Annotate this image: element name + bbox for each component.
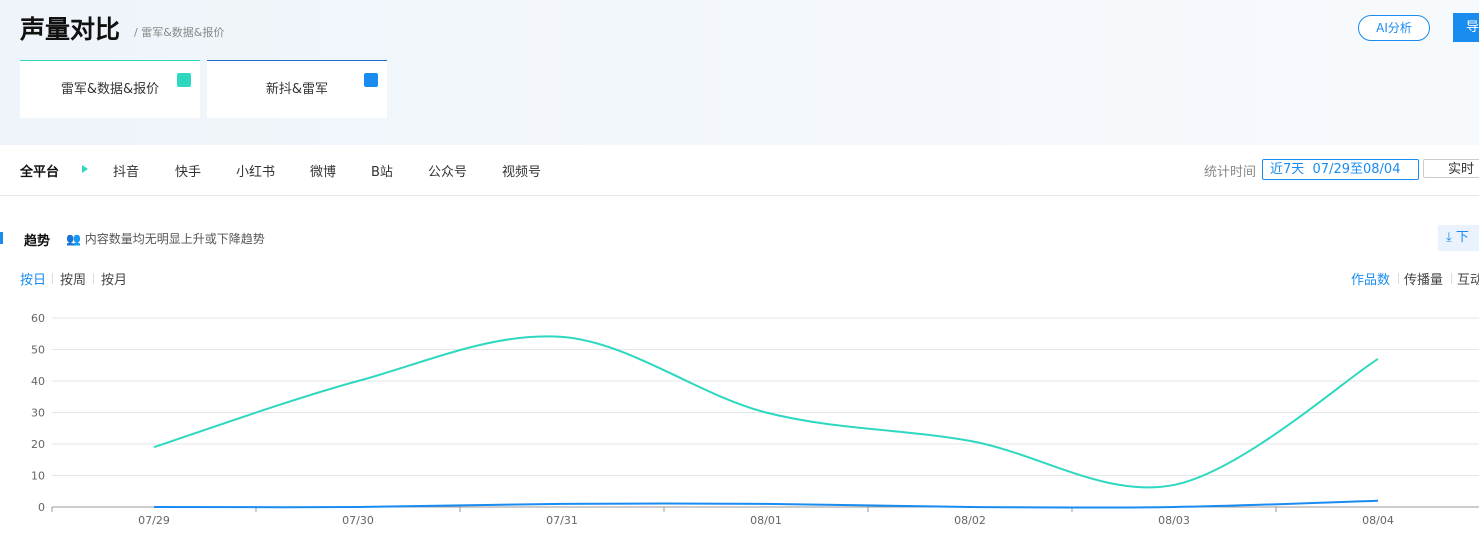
ai-button[interactable]: AI分析 bbox=[1358, 15, 1430, 41]
metric-tab[interactable]: 传播量 bbox=[1404, 273, 1444, 288]
checkbox[interactable] bbox=[177, 73, 191, 87]
separator bbox=[52, 273, 53, 284]
x-tick-label: 07/31 bbox=[546, 514, 578, 527]
platform-tab[interactable]: 公众号 bbox=[428, 165, 468, 180]
x-tick-label: 07/30 bbox=[342, 514, 374, 527]
section-title: 趋势 bbox=[24, 234, 51, 249]
x-tick-label: 08/03 bbox=[1158, 514, 1190, 527]
platform-tab[interactable]: 全平台 bbox=[20, 165, 60, 180]
compare-card[interactable]: 新抖&雷军 bbox=[207, 60, 387, 118]
y-tick-label: 50 bbox=[31, 344, 45, 357]
compare-card[interactable]: 雷军&数据&报价 bbox=[20, 60, 200, 118]
checkbox[interactable] bbox=[364, 73, 378, 87]
platform-tab[interactable]: 小红书 bbox=[236, 165, 276, 180]
y-tick-label: 20 bbox=[31, 438, 45, 451]
x-tick-label: 08/02 bbox=[954, 514, 986, 527]
insight-text: 内容数量均无明显上升或下降趋势 bbox=[84, 232, 265, 246]
section-marker bbox=[0, 232, 3, 244]
platform-tab[interactable]: 微博 bbox=[310, 165, 337, 180]
card-label: 雷军&数据&报价 bbox=[60, 82, 160, 97]
y-tick-label: 0 bbox=[38, 501, 45, 514]
separator bbox=[1451, 273, 1452, 284]
trend-insight: 👥 内容数量均无明显上升或下降趋势 bbox=[66, 232, 265, 246]
platform-tab[interactable]: 抖音 bbox=[113, 165, 140, 180]
download-button[interactable]: ⤓ 下 bbox=[1438, 225, 1479, 251]
separator bbox=[93, 273, 94, 284]
divider bbox=[0, 195, 1479, 196]
series-line bbox=[153, 499, 1379, 509]
card-label: 新抖&雷军 bbox=[265, 82, 329, 97]
separator bbox=[1398, 273, 1399, 284]
y-tick-label: 60 bbox=[31, 312, 45, 325]
y-tick-label: 30 bbox=[31, 407, 45, 420]
metric-tab[interactable]: 作品数 bbox=[1351, 273, 1391, 288]
platform-tab[interactable]: 快手 bbox=[175, 165, 202, 180]
download-label: 下 bbox=[1455, 230, 1469, 245]
metric-tab[interactable]: 互动 bbox=[1457, 273, 1479, 288]
platform-tab[interactable]: B站 bbox=[371, 165, 393, 180]
x-tick-label: 08/04 bbox=[1362, 514, 1394, 527]
granularity-tab[interactable]: 按月 bbox=[101, 273, 128, 288]
platform-tab[interactable]: 视频号 bbox=[502, 165, 542, 180]
breadcrumb: / 雷军&数据&报价 bbox=[134, 26, 225, 39]
chart: 0 10 20 30 40 50 60 07/29 07/30 07/31 08/01 08/02 08… bbox=[31, 312, 1479, 527]
export-button[interactable]: 导 bbox=[1453, 13, 1479, 42]
granularity-tab[interactable]: 按日 bbox=[20, 273, 47, 288]
y-tick-label: 10 bbox=[31, 470, 45, 483]
time-label: 统计时间 bbox=[1204, 165, 1257, 180]
y-tick-label: 40 bbox=[31, 375, 45, 388]
x-tick-label: 08/01 bbox=[750, 514, 782, 527]
series-line bbox=[153, 335, 1379, 489]
realtime-button[interactable]: 实时 bbox=[1423, 159, 1479, 178]
page-title: 声量对比 bbox=[20, 15, 121, 44]
date-range[interactable]: 近7天 07/29至08/04 bbox=[1262, 159, 1419, 180]
active-indicator bbox=[82, 165, 88, 173]
granularity-tab[interactable]: 按周 bbox=[60, 273, 87, 288]
x-tick-label: 07/29 bbox=[138, 514, 170, 527]
